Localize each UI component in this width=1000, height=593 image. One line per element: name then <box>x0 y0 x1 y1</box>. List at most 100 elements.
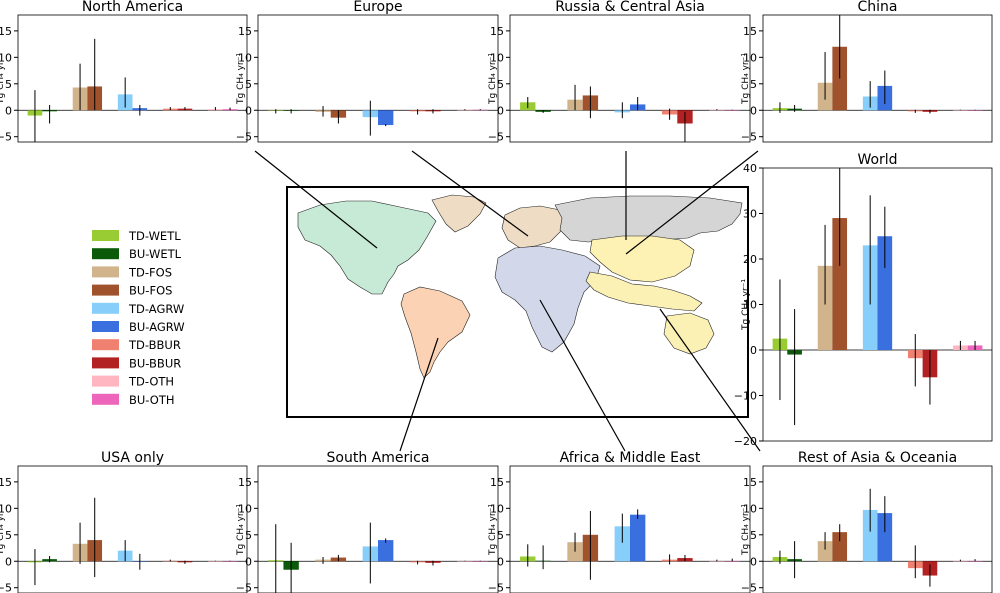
map-region-south-america <box>400 286 471 379</box>
y-tick-label: 30 <box>743 208 757 221</box>
y-tick-label: 5 <box>5 78 12 91</box>
y-tick-label: 5 <box>750 529 757 542</box>
y-tick-label: 10 <box>238 51 252 64</box>
y-tick-label: 0 <box>245 104 252 117</box>
legend-swatch-td-oth <box>92 375 119 387</box>
legend-swatch-bu-agrw <box>92 321 119 332</box>
bar-td-oth <box>953 110 968 111</box>
y-tick-label: 0 <box>497 555 504 568</box>
legend-label-bu-agrw: BU-AGRW <box>129 320 185 334</box>
bar-bu-oth <box>222 561 238 562</box>
bar-bu-oth <box>724 110 740 111</box>
bar-bu-oth <box>967 110 983 111</box>
chart-title: South America <box>327 450 430 466</box>
chart-north-america: North America Tg CH₄ yr⁻¹ −5 0 5 10 15 <box>0 0 248 144</box>
y-tick-label: 15 <box>490 476 504 489</box>
y-tick-label: 10 <box>490 502 504 515</box>
y-tick-label: 10 <box>238 502 252 515</box>
chart-usa-only: USA only Tg CH₄ yr⁻¹ −5 0 5 10 15 <box>0 450 248 593</box>
y-tick-label: −5 <box>0 131 12 144</box>
leader-lines <box>254 150 761 452</box>
plot-frame <box>257 465 499 593</box>
y-tick-label: −5 <box>741 131 757 144</box>
y-tick-label: 5 <box>750 78 757 91</box>
legend-swatch-bu-wetl <box>92 248 119 260</box>
y-tick-label: 0 <box>245 555 252 568</box>
map-region-greenland <box>431 194 487 233</box>
y-tick-label: −20 <box>734 435 757 448</box>
y-tick-label: 5 <box>5 529 12 542</box>
plot-frame <box>762 14 993 143</box>
y-tick-label: 15 <box>0 476 12 489</box>
map-region-rest-of-asia <box>585 271 703 312</box>
y-tick-label: 10 <box>743 51 757 64</box>
chart-rest-of-asia-oceania: Rest of Asia & Oceania Tg CH₄ yr⁻¹ −5 0 5 10 1… <box>741 450 993 593</box>
y-tick-label: 20 <box>743 253 757 266</box>
bar-td-fos <box>817 265 833 350</box>
y-tick-label: 15 <box>238 476 252 489</box>
legend-label-bu-oth: BU-OTH <box>129 393 175 407</box>
plot-frame <box>509 465 751 593</box>
y-tick-label: 0 <box>750 344 757 357</box>
world-map <box>286 186 749 418</box>
legend-label-td-wetl: TD-WETL <box>128 229 181 243</box>
map-region-africa-middle-east <box>494 245 601 353</box>
y-tick-label: −5 <box>488 582 504 593</box>
y-tick-label: −5 <box>488 131 504 144</box>
chart-title: North America <box>82 0 183 15</box>
y-tick-label: 5 <box>245 529 252 542</box>
y-tick-label: 15 <box>743 25 757 38</box>
y-tick-label: 10 <box>490 51 504 64</box>
y-tick-label: −5 <box>236 582 252 593</box>
y-tick-label: 5 <box>497 529 504 542</box>
legend-label-bu-fos: BU-FOS <box>129 284 172 298</box>
y-tick-label: 5 <box>497 78 504 91</box>
chart-title: Rest of Asia & Oceania <box>798 450 957 466</box>
chart-europe: Europe Tg CH₄ yr⁻¹ −5 0 5 10 15 <box>236 0 499 144</box>
y-tick-label: −5 <box>741 582 757 593</box>
y-tick-label: 10 <box>743 299 757 312</box>
y-tick-label: 0 <box>497 104 504 117</box>
map-region-oceania <box>663 312 715 355</box>
chart-russia-central-asia: Russia & Central Asia Tg CH₄ yr⁻¹ −5 0 5 10 15 <box>488 0 751 144</box>
legend-swatch-bu-oth <box>92 393 119 405</box>
map-region-europe <box>501 205 567 249</box>
bar-td-agrw <box>614 526 630 562</box>
y-axis-label: Tg CH₄ yr⁻¹ <box>0 53 6 105</box>
legend-label-bu-wetl: BU-WETL <box>129 247 182 261</box>
chart-title: USA only <box>101 450 164 466</box>
bar-bu-oth <box>472 561 488 562</box>
y-tick-label: 40 <box>743 162 757 175</box>
y-axis-label: Tg CH₄ yr⁻¹ <box>741 279 751 331</box>
bar-td-oth <box>709 561 725 562</box>
plot-frame <box>17 465 248 593</box>
y-axis-label: Tg CH₄ yr⁻¹ <box>488 504 498 556</box>
y-tick-label: −10 <box>734 390 757 403</box>
map-region-china <box>589 235 695 283</box>
y-axis-label: Tg CH₄ yr⁻¹ <box>236 53 246 105</box>
bar-bu-oth <box>967 561 983 562</box>
y-tick-label: 0 <box>750 104 757 117</box>
chart-south-america: South America Tg CH₄ yr⁻¹ −5 0 5 10 15 <box>236 450 499 593</box>
y-axis-label: Tg CH₄ yr⁻¹ <box>741 53 751 105</box>
plot-frame <box>762 465 993 593</box>
chart-africa-middle-east: Africa & Middle East Tg CH₄ yr⁻¹ −5 0 5 10 15 <box>488 450 751 593</box>
y-tick-label: 0 <box>5 104 12 117</box>
bar-bu-agrw <box>378 110 394 126</box>
chart-title: Europe <box>353 0 402 15</box>
bar-bu-oth <box>724 561 740 562</box>
legend-label-td-oth: TD-OTH <box>128 375 174 389</box>
y-tick-label: 15 <box>0 25 12 38</box>
y-axis-label: Tg CH₄ yr⁻¹ <box>236 504 246 556</box>
map-region-north-america <box>297 200 437 295</box>
legend-swatch-td-bbur <box>92 339 119 351</box>
plot-frame <box>762 167 993 442</box>
chart-title: Africa & Middle East <box>560 450 701 466</box>
bar-bu-fos <box>832 532 848 562</box>
y-tick-label: 5 <box>245 78 252 91</box>
y-tick-label: −5 <box>0 582 12 593</box>
chart-title: China <box>858 0 898 15</box>
legend: TD-WETL BU-WETL TD-FOS BU-FOS TD-AGRW BU-AGRW… <box>92 229 185 407</box>
plot-frame <box>509 14 751 143</box>
